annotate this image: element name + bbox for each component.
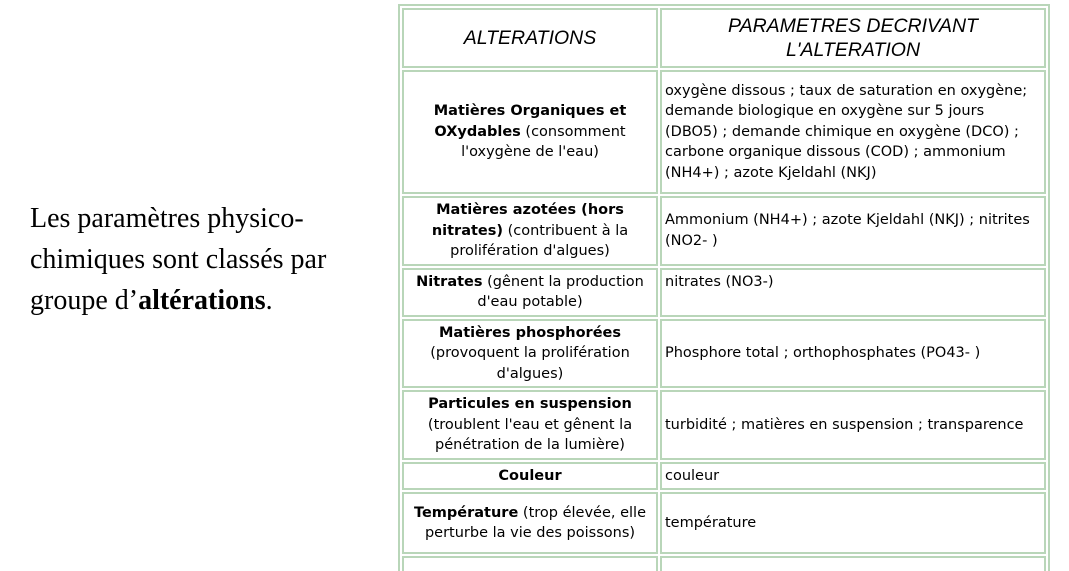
table-row bbox=[402, 556, 1046, 571]
alteration-name: Nitrates bbox=[416, 273, 483, 290]
header-parametres: PARAMETRES DECRIVANT L'ALTERATION bbox=[660, 8, 1046, 68]
alteration-note: (consomment l'oxygène de l'eau) bbox=[461, 123, 626, 161]
alteration-cell: Matières phosphorées (provoquent la prol… bbox=[402, 318, 658, 388]
alteration-name: Particules en suspension bbox=[428, 396, 632, 412]
alteration-name: Couleur bbox=[498, 467, 562, 484]
alteration-cell bbox=[402, 556, 658, 571]
alteration-name: Température bbox=[414, 504, 519, 521]
parameters-cell: couleur bbox=[660, 461, 1046, 490]
intro-emphasis: altérations bbox=[138, 285, 266, 316]
alteration-cell: Matières azotées (hors nitrates) (contri… bbox=[402, 196, 658, 266]
alteration-cell: Couleur bbox=[402, 461, 658, 490]
intro-text-before: Les paramètres physico-chimiques sont cl… bbox=[30, 203, 327, 316]
table-row: Matières phosphorées (provoquent la prol… bbox=[402, 318, 1046, 388]
header-alterations: ALTERATIONS bbox=[402, 8, 658, 68]
alteration-name: Matières Organiques et OXydables bbox=[433, 103, 627, 140]
alteration-cell: Matières Organiques et OXydables (consom… bbox=[402, 70, 658, 194]
table-row: Matières Organiques et OXydables (consom… bbox=[402, 70, 1046, 194]
parameters-cell: température bbox=[660, 492, 1046, 554]
parameters-cell: Phosphore total ; orthophosphates (PO43-… bbox=[660, 318, 1046, 388]
table-row: Température (trop élevée, elle perturbe … bbox=[402, 492, 1046, 554]
table-row: Nitrates (gênent la production d'eau pot… bbox=[402, 267, 1046, 317]
table-row: Particules en suspension (troublent l'ea… bbox=[402, 390, 1046, 460]
alteration-cell: Particules en suspension (troublent l'ea… bbox=[402, 390, 658, 460]
alteration-note: (contribuent à la prolifération d'algues… bbox=[450, 222, 629, 260]
alteration-name: Matières azotées (hors nitrates) bbox=[431, 202, 624, 239]
alteration-cell: Température (trop élevée, elle perturbe … bbox=[402, 492, 658, 554]
parameters-cell bbox=[660, 556, 1046, 571]
table-header-row: ALTERATIONS PARAMETRES DECRIVANT L'ALTER… bbox=[402, 8, 1046, 68]
intro-text: Les paramètres physico-chimiques sont cl… bbox=[30, 198, 375, 321]
parameters-cell: oxygène dissous ; taux de saturation en … bbox=[660, 70, 1046, 194]
alteration-note: (trop élevée, elle perturbe la vie des p… bbox=[424, 504, 646, 542]
alterations-table-container: ALTERATIONS PARAMETRES DECRIVANT L'ALTER… bbox=[398, 4, 1050, 571]
table-row: Couleur couleur bbox=[402, 461, 1046, 490]
parameters-cell: turbidité ; matières en suspension ; tra… bbox=[660, 390, 1046, 460]
alteration-name: Matières phosphorées bbox=[438, 324, 622, 341]
alteration-note: (provoquent la prolifération d'algues) bbox=[430, 345, 630, 382]
alteration-cell: Nitrates (gênent la production d'eau pot… bbox=[402, 267, 658, 317]
parameters-cell: Ammonium (NH4+) ; azote Kjeldahl (NKJ) ;… bbox=[660, 196, 1046, 266]
table-row: Matières azotées (hors nitrates) (contri… bbox=[402, 196, 1046, 266]
alteration-note: (gênent la production d'eau potable) bbox=[477, 273, 644, 311]
alteration-note: (troublent l'eau et gênent la pénétratio… bbox=[427, 416, 633, 454]
parameters-cell: nitrates (NO3-) bbox=[660, 267, 1046, 317]
intro-text-after: . bbox=[265, 285, 273, 316]
alterations-table: ALTERATIONS PARAMETRES DECRIVANT L'ALTER… bbox=[398, 4, 1050, 571]
